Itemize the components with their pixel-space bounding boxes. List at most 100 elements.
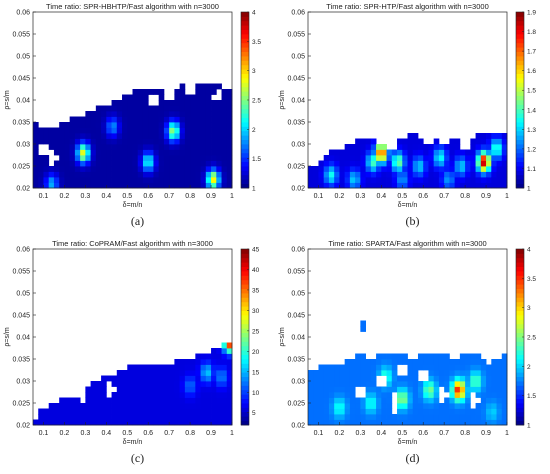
heat-cell bbox=[449, 155, 456, 161]
heat-cell bbox=[190, 392, 196, 398]
heat-cell bbox=[216, 386, 222, 393]
heat-cell bbox=[339, 177, 346, 183]
heat-cell bbox=[211, 386, 217, 393]
colorbar-tick-label: 1 bbox=[252, 186, 256, 193]
colorbar-segment bbox=[516, 363, 524, 369]
heat-cell bbox=[226, 182, 233, 189]
heat-cell bbox=[106, 182, 112, 189]
heat-cell bbox=[221, 182, 228, 189]
heat-cell bbox=[423, 408, 429, 415]
colorbar-segment bbox=[516, 166, 524, 171]
heat-cell bbox=[169, 392, 175, 398]
heat-cell bbox=[85, 133, 92, 139]
heat-cell bbox=[423, 392, 429, 398]
heat-cell bbox=[200, 381, 207, 387]
heat-cell bbox=[190, 122, 196, 128]
heat-cell bbox=[211, 353, 217, 360]
heat-cell bbox=[365, 364, 372, 371]
heat-cell bbox=[116, 155, 123, 161]
heat-cell bbox=[101, 149, 107, 156]
heat-cell bbox=[95, 177, 102, 183]
heat-cell bbox=[190, 100, 196, 106]
heat-cell bbox=[33, 138, 39, 145]
heat-cell bbox=[328, 370, 335, 376]
heat-cell bbox=[179, 105, 186, 112]
heat-cell bbox=[163, 127, 170, 134]
heat-cell bbox=[381, 386, 387, 393]
heat-cell bbox=[438, 353, 445, 360]
heat-cell bbox=[407, 370, 414, 376]
heat-cell bbox=[344, 155, 351, 161]
heat-cell bbox=[417, 166, 424, 172]
heat-cell bbox=[313, 403, 319, 409]
heat-cell bbox=[412, 138, 419, 145]
heat-cell bbox=[381, 359, 387, 365]
heat-cell bbox=[137, 166, 144, 172]
heat-cell bbox=[174, 408, 181, 415]
heat-cell bbox=[153, 171, 160, 178]
heat-cell bbox=[158, 397, 165, 404]
heat-cell bbox=[501, 403, 508, 409]
heat-cell bbox=[153, 414, 160, 420]
heat-cell bbox=[153, 127, 160, 134]
heat-cell bbox=[158, 144, 165, 150]
heat-cell bbox=[169, 155, 175, 161]
heat-cell bbox=[397, 414, 403, 420]
heat-cell bbox=[179, 408, 186, 415]
heat-cell bbox=[397, 144, 403, 150]
heat-cell bbox=[211, 155, 217, 161]
heat-cell bbox=[85, 155, 92, 161]
y-tick-label: 0.04 bbox=[16, 98, 30, 105]
heat-cell bbox=[205, 144, 212, 150]
colorbar-tick-label: 1.1 bbox=[527, 166, 536, 173]
heat-cell bbox=[53, 408, 60, 415]
heat-cell bbox=[397, 392, 403, 398]
heat-cell bbox=[486, 155, 492, 161]
heat-cell bbox=[370, 160, 377, 167]
heat-cell bbox=[397, 177, 403, 183]
heat-cell bbox=[334, 370, 340, 376]
heat-cell bbox=[184, 127, 191, 134]
heat-cell bbox=[43, 408, 50, 415]
heat-cell bbox=[475, 403, 482, 409]
heat-cell bbox=[90, 408, 97, 415]
colorbar-segment bbox=[241, 367, 249, 373]
heat-cell bbox=[80, 149, 86, 156]
heat-cell bbox=[106, 166, 112, 172]
heat-cell bbox=[142, 414, 149, 420]
heat-cell bbox=[216, 392, 222, 398]
heat-cell bbox=[470, 160, 476, 167]
colorbar-tick-label: 1 bbox=[527, 186, 531, 193]
heat-cell bbox=[43, 166, 50, 172]
heat-cell bbox=[344, 414, 351, 420]
heat-cell bbox=[137, 111, 144, 117]
heat-cell bbox=[127, 155, 133, 161]
heat-cell bbox=[184, 116, 191, 123]
heat-cell bbox=[200, 408, 207, 415]
heat-cell bbox=[216, 122, 222, 128]
colorbar-segment bbox=[241, 78, 249, 83]
heat-cell bbox=[101, 133, 107, 139]
heat-cell bbox=[106, 133, 112, 139]
heat-cell bbox=[428, 370, 435, 376]
heat-cell bbox=[339, 386, 346, 393]
colorbar-segment bbox=[241, 293, 249, 298]
heat-cell bbox=[216, 408, 222, 415]
heat-cell bbox=[95, 414, 102, 420]
heat-cell bbox=[190, 138, 196, 145]
heat-cell bbox=[412, 419, 419, 426]
heat-cell bbox=[318, 160, 325, 167]
heat-cell bbox=[423, 381, 429, 387]
heat-cell bbox=[475, 155, 482, 161]
colorbar-segment bbox=[241, 51, 249, 57]
heat-cell bbox=[349, 408, 356, 415]
y-tick-label: 0.025 bbox=[287, 164, 305, 171]
heat-cell bbox=[313, 171, 319, 178]
heat-cell bbox=[195, 370, 201, 376]
heat-cell bbox=[74, 144, 81, 150]
heat-cell bbox=[334, 392, 340, 398]
heat-cell bbox=[323, 166, 330, 172]
heat-cell bbox=[339, 403, 346, 409]
heat-cell bbox=[496, 381, 503, 387]
heat-cell bbox=[205, 100, 212, 106]
